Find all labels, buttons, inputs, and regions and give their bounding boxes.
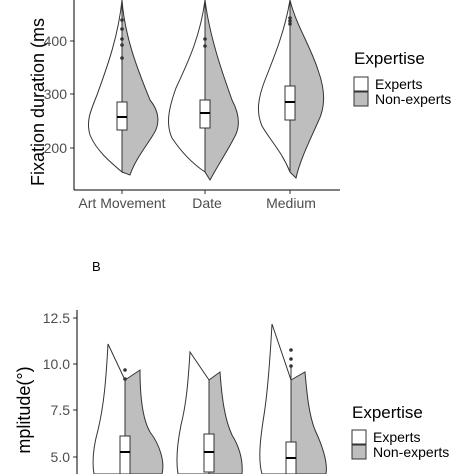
outlier-point — [120, 43, 124, 47]
panel-a-ytick-label: 300 — [44, 86, 68, 102]
violin-experts-medium-b — [259, 323, 292, 474]
panel-b-legend: Expertise Experts Non-experts — [351, 403, 449, 460]
panel-b-tag: B — [92, 259, 101, 274]
panel-a-ytick-label: 400 — [44, 33, 68, 49]
panel-b-y-axis-title: mplitude(°) — [14, 366, 34, 453]
violin-non-experts-medium — [289, 0, 325, 179]
panel-b-ytick-label: 7.5 — [51, 402, 71, 418]
panel-a-y-axis-title: Fixation duration (ms — [28, 18, 48, 186]
legend-label-non-experts: Non-experts — [373, 444, 449, 460]
panel-a-violins — [87, 0, 325, 181]
outlier-point — [289, 348, 293, 352]
outlier-point — [288, 16, 292, 20]
outlier-point — [288, 22, 292, 26]
panel-b-violins — [92, 323, 327, 474]
panel-b-ytick-label: 10.0 — [43, 356, 70, 372]
panel-b: B mplitude(°) 12.5 10.0 7.5 5.0 — [14, 259, 449, 474]
panel-a-boxplots — [116, 16, 296, 155]
panel-a-xtick-label: Art Movement — [78, 195, 165, 211]
violin-experts-art-movement-b — [92, 343, 126, 474]
legend-label-experts: Experts — [373, 429, 420, 445]
outlier-point — [288, 19, 292, 23]
legend-swatch-non-experts — [353, 91, 369, 107]
outlier-point — [203, 37, 207, 41]
panel-a-xtick-label: Medium — [266, 195, 316, 211]
violin-non-experts-art-movement — [121, 0, 159, 176]
legend-title: Expertise — [352, 403, 423, 422]
violin-non-experts-medium-b — [290, 371, 327, 474]
outlier-point — [120, 56, 124, 60]
outlier-point — [289, 364, 293, 368]
violin-experts-art-movement — [87, 0, 123, 174]
violin-non-experts-art-movement-b — [124, 369, 164, 474]
panel-a: Fixation duration (ms 400 300 200 — [28, 0, 451, 211]
panel-a-xtick-label: Date — [192, 195, 222, 211]
outlier-point — [120, 27, 124, 31]
outlier-point — [120, 37, 124, 41]
panel-a-legend: Expertise Experts Non-experts — [353, 49, 451, 107]
legend-swatch-experts — [351, 429, 367, 445]
boxplot-box — [119, 435, 131, 474]
panel-b-ytick-label: 12.5 — [43, 310, 70, 326]
violin-experts-date — [168, 0, 206, 173]
legend-label-experts: Experts — [375, 76, 422, 92]
outlier-point — [289, 357, 293, 361]
panel-a-ytick-label: 200 — [44, 140, 68, 156]
outlier-point — [120, 18, 124, 22]
panel-b-boxplots — [119, 348, 297, 474]
legend-title: Expertise — [354, 49, 425, 68]
violin-non-experts-date — [204, 0, 239, 181]
panel-a-y-ticks: 400 300 200 — [44, 33, 74, 156]
legend-swatch-non-experts — [351, 444, 367, 460]
panel-b-ytick-label: 5.0 — [51, 449, 71, 465]
outlier-point — [203, 44, 207, 48]
violin-non-experts-date-b — [208, 371, 243, 474]
panel-b-y-ticks: 12.5 10.0 7.5 5.0 — [43, 310, 77, 465]
violin-experts-medium — [257, 0, 291, 173]
outlier-point — [123, 377, 127, 381]
legend-label-non-experts: Non-experts — [375, 91, 451, 107]
outlier-point — [123, 368, 127, 372]
legend-swatch-experts — [353, 76, 369, 92]
